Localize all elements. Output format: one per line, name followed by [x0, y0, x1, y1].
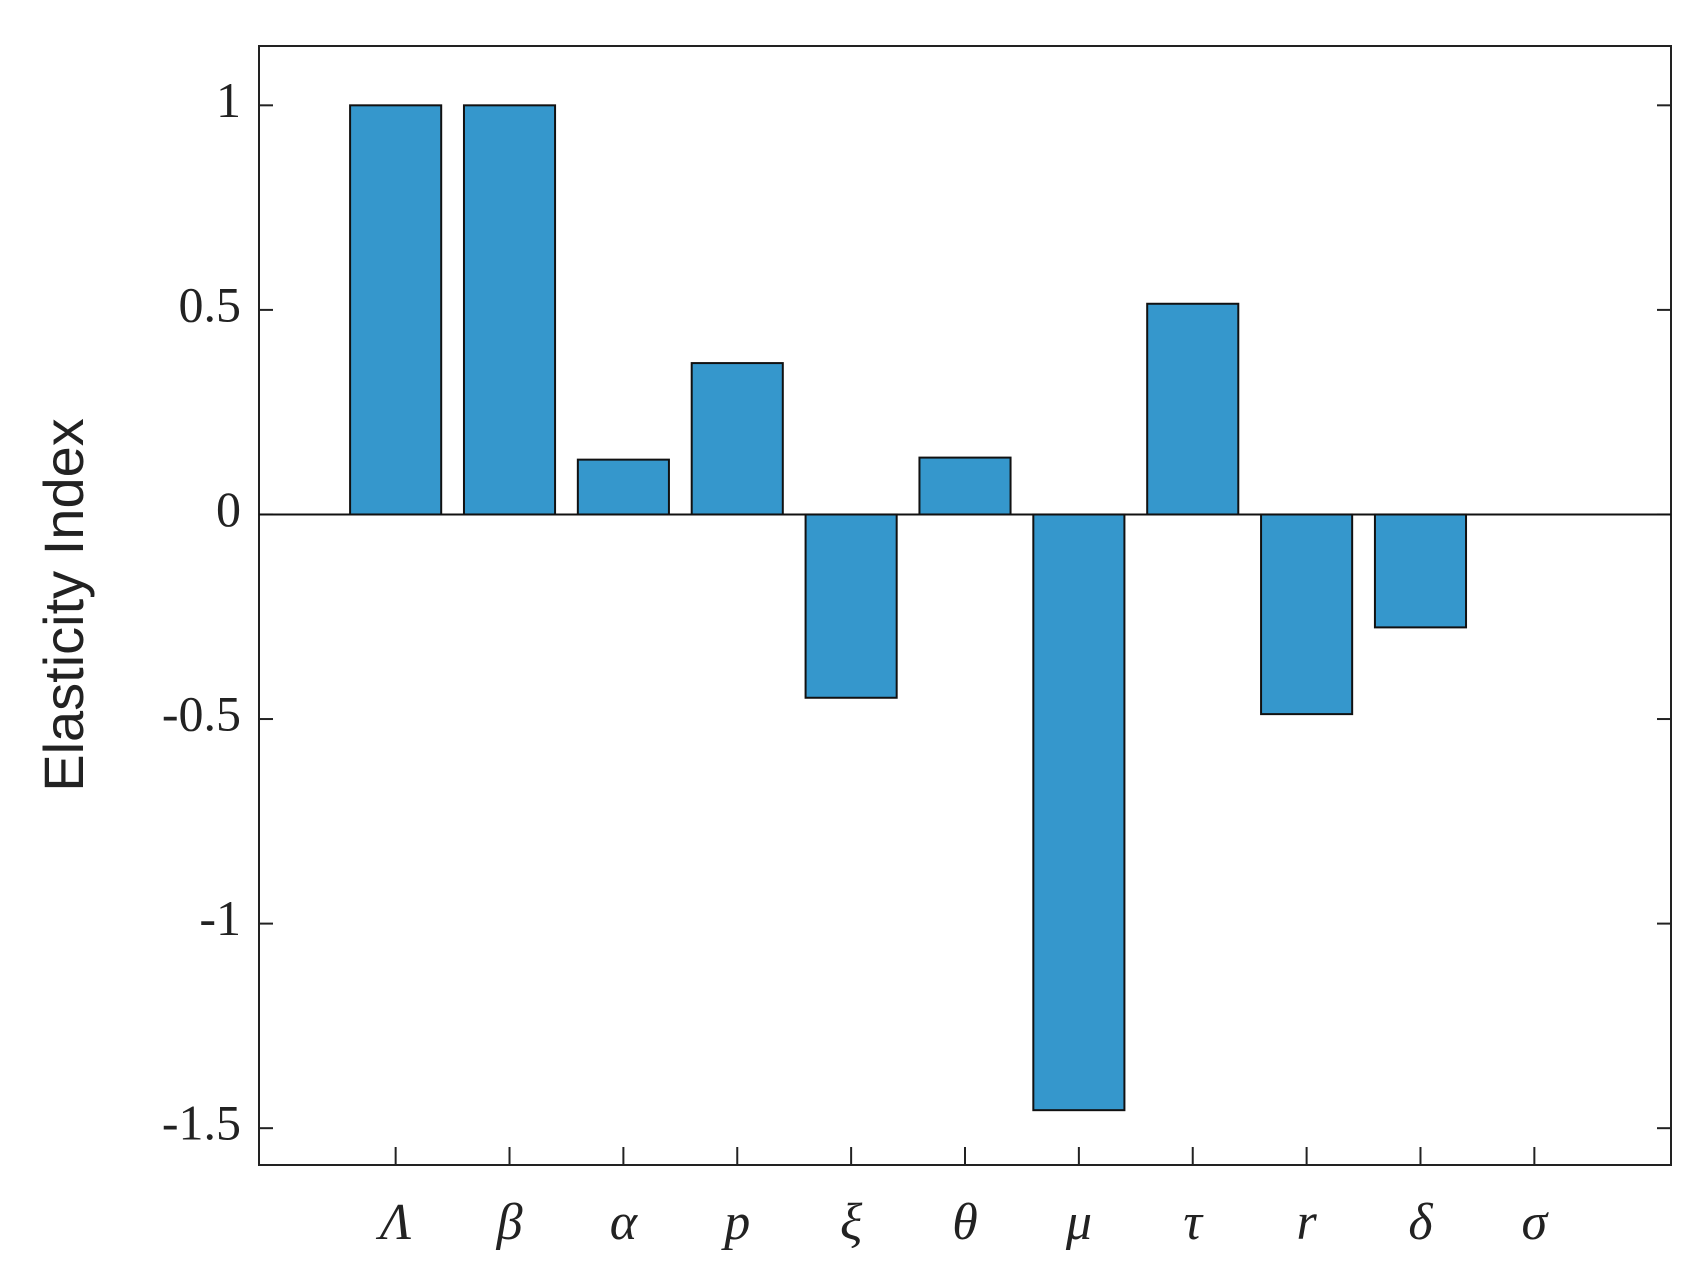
- x-tick-label: δ: [1408, 1194, 1433, 1251]
- bar: [804, 513, 898, 699]
- x-tick-label: α: [610, 1194, 639, 1251]
- bar: [1373, 513, 1468, 629]
- bar: [918, 456, 1012, 516]
- bar: [349, 104, 443, 516]
- x-tick-label: r: [1296, 1194, 1317, 1251]
- y-tick-label: -1.5: [162, 1095, 241, 1151]
- bar: [1260, 513, 1354, 716]
- bar: [690, 362, 784, 516]
- bar: [1032, 513, 1126, 1112]
- y-tick-label: -0.5: [162, 686, 241, 742]
- x-tick-label: p: [720, 1194, 750, 1251]
- x-tick-label: Λ: [375, 1194, 412, 1251]
- bar: [462, 104, 557, 516]
- x-tick-label: ξ: [840, 1194, 863, 1251]
- y-tick-label: 0.5: [179, 276, 242, 332]
- x-tick-label: τ: [1183, 1194, 1204, 1251]
- bar: [576, 458, 670, 516]
- x-tick-label: σ: [1522, 1194, 1550, 1251]
- x-tick-label: θ: [952, 1194, 978, 1251]
- x-tick-label: μ: [1065, 1194, 1092, 1251]
- y-axis-label: Elasticity Index: [32, 418, 95, 792]
- bar: [1146, 302, 1240, 516]
- x-tick-label: β: [496, 1194, 523, 1251]
- y-tick-label: -1: [199, 890, 241, 946]
- y-tick-label: 1: [216, 72, 241, 128]
- y-tick-label: 0: [216, 481, 241, 537]
